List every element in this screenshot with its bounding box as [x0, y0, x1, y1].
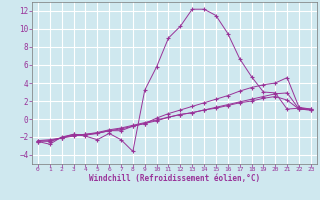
X-axis label: Windchill (Refroidissement éolien,°C): Windchill (Refroidissement éolien,°C): [89, 174, 260, 183]
